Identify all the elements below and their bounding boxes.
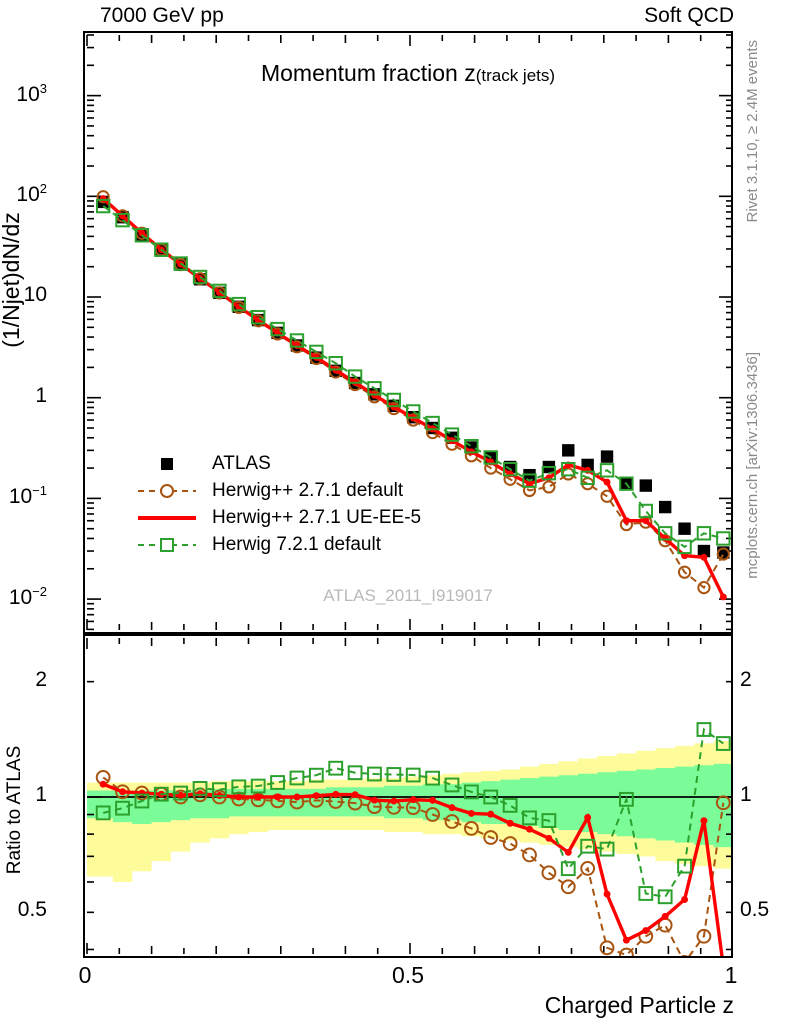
legend-key-icon [136, 481, 198, 501]
plot-title: Momentum fraction z(track jets) [83, 60, 733, 87]
rivet-version-label: Rivet 3.1.10, ≥ 2.4M events [744, 40, 761, 223]
header-process-label: Soft QCD [644, 4, 734, 27]
main-ytick-label: 10 [23, 283, 47, 306]
plot-title-main: Momentum fraction z [260, 60, 476, 86]
ratio-ytick-label-right: 0.5 [740, 898, 770, 922]
xtick-label: 0 [78, 962, 92, 988]
ratio-plot-canvas [86, 638, 731, 956]
legend-herwig721-default: Herwig 7.2.1 default [136, 531, 421, 558]
legend-label: Herwig++ 2.7.1 UE-EE-5 [212, 506, 422, 528]
main-ytick-label: 1 [35, 383, 47, 407]
main-yaxis-title: (1/Njet)dN/dz [0, 212, 24, 348]
ratio-ytick-label: 1 [35, 782, 47, 806]
main-ytick-label: 103 [16, 80, 47, 106]
legend-label: Herwig 7.2.1 default [212, 533, 381, 555]
mcplots-source-label: mcplots.cern.ch [arXiv:1306.3436] [744, 352, 761, 579]
ratio-ytick-label: 2 [35, 667, 47, 691]
header-beam-label: 7000 GeV pp [100, 4, 224, 27]
legend-key-icon [136, 535, 198, 555]
xaxis-title: Charged Particle z [544, 992, 734, 1018]
plot-title-sub: (track jets) [475, 66, 556, 85]
ratio-ytick-label-right: 1 [740, 782, 752, 806]
ratio-yaxis-title: Ratio to ATLAS [4, 745, 25, 875]
legend-key-icon [136, 508, 198, 528]
xtick-label: 1 [724, 962, 738, 988]
legend: ATLAS Herwig++ 2.7.1 default Herwig++ 2.7.… [136, 450, 421, 558]
main-ytick-label: 10−2 [8, 584, 47, 610]
analysis-id-watermark: ATLAS_2011_I919017 [323, 586, 493, 605]
legend-label: Herwig++ 2.7.1 default [212, 479, 404, 501]
legend-atlas: ATLAS [136, 450, 421, 477]
main-ytick-label: 102 [16, 181, 47, 207]
ratio-ytick-label: 0.5 [17, 898, 47, 922]
xtick-label: 0.5 [392, 962, 424, 988]
ratio-plot-panel [83, 634, 733, 958]
main-plot-panel [83, 31, 733, 634]
main-ytick-label: 10−1 [8, 483, 47, 509]
ratio-ytick-label-right: 2 [740, 667, 752, 691]
legend-herwigpp-ueee5: Herwig++ 2.7.1 UE-EE-5 [136, 504, 421, 531]
legend-label: ATLAS [212, 452, 271, 474]
legend-key-icon [136, 454, 198, 474]
legend-herwigpp-default: Herwig++ 2.7.1 default [136, 477, 421, 504]
main-plot-canvas [86, 34, 731, 631]
